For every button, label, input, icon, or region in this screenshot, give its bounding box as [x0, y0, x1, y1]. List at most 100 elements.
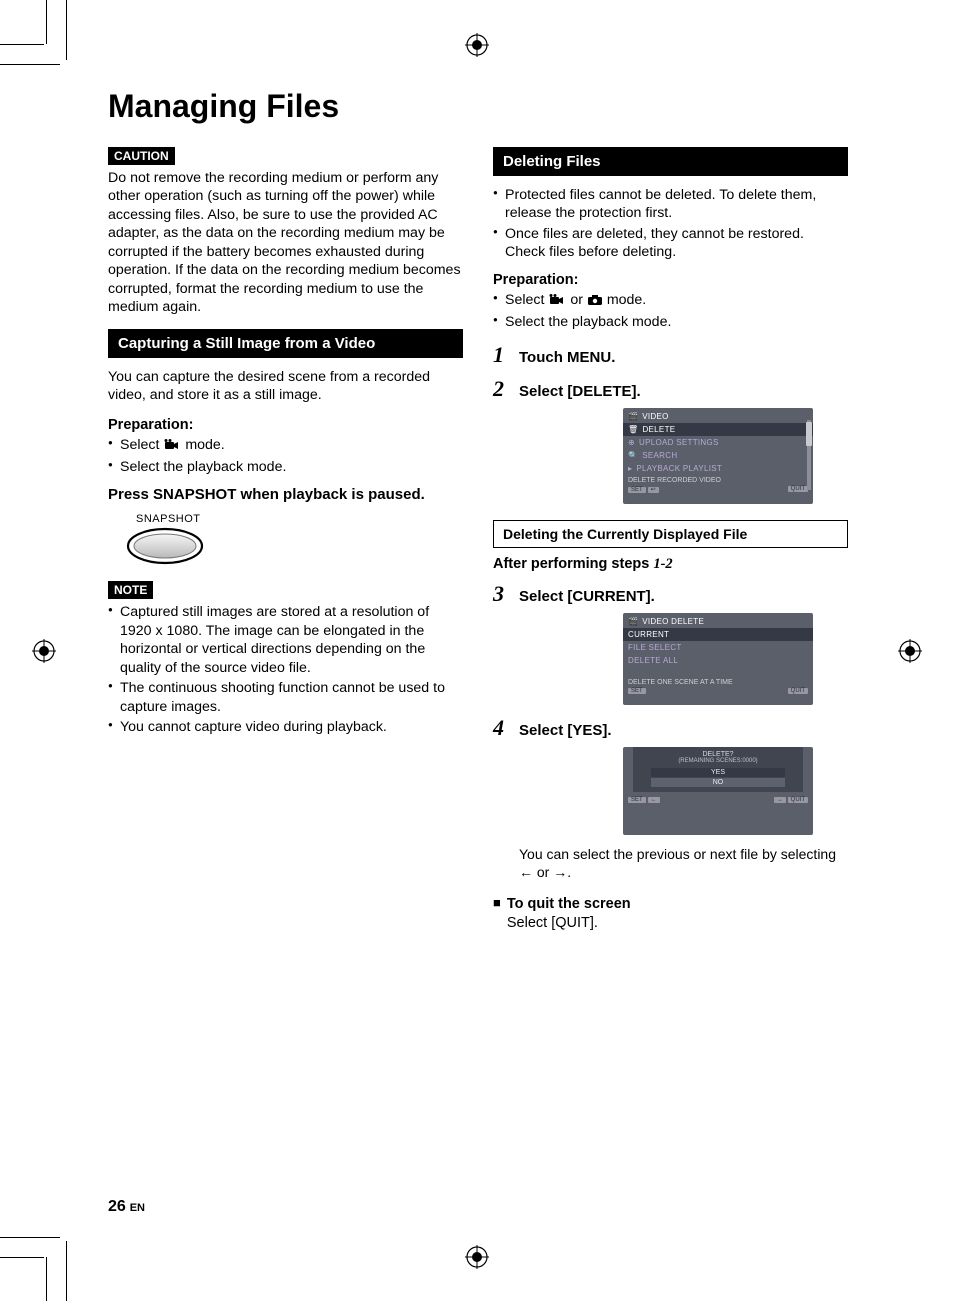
- note-badge: NOTE: [108, 581, 153, 599]
- page-lang: EN: [130, 1202, 145, 1214]
- video-icon: 🎬: [628, 617, 638, 626]
- crop-mark: [0, 44, 44, 45]
- crop-mark: [66, 1241, 67, 1301]
- step-number: 1: [493, 342, 509, 368]
- menu-label: PLAYBACK PLAYLIST: [636, 464, 722, 473]
- page-number: 26 EN: [108, 1198, 145, 1216]
- right-arrow-icon: →: [553, 864, 567, 880]
- square-bullet-icon: ■: [493, 895, 501, 933]
- registration-mark-icon: [32, 639, 56, 663]
- menu-row: ▸PLAYBACK PLAYLIST: [623, 462, 813, 475]
- note-item: The continuous shooting function cannot …: [108, 679, 463, 716]
- section-intro: You can capture the desired scene from a…: [108, 368, 463, 405]
- snapshot-diagram: SNAPSHOT: [126, 513, 463, 565]
- content: To quit the screen Select [QUIT].: [507, 895, 631, 933]
- dialog-title: DELETE?: [633, 751, 803, 758]
- step-number: 4: [493, 715, 509, 741]
- helper-text: DELETE ONE SCENE AT A TIME: [628, 679, 733, 686]
- menu-row-selected: 🗑 DELETE: [623, 423, 813, 436]
- menu-label: DELETE: [642, 425, 675, 434]
- menu-row: FILE SELECT: [623, 641, 813, 654]
- menu-label: VIDEO: [642, 412, 668, 421]
- prep-bullets: Select mode. Select the playback mode.: [108, 436, 463, 477]
- text: mode.: [603, 292, 646, 308]
- note-item: Captured still images are stored at a re…: [108, 603, 463, 677]
- prep-bullets: Select or mode. Select the playback mode…: [493, 291, 848, 332]
- video-mode-icon: [163, 438, 181, 456]
- quit-instruction: ■ To quit the screen Select [QUIT].: [493, 895, 848, 933]
- menu-label: UPLOAD SETTINGS: [639, 438, 719, 447]
- text: Select: [120, 437, 163, 453]
- section-capturing-title: Capturing a Still Image from a Video: [108, 329, 463, 358]
- menu-row: DELETE ALL: [623, 654, 813, 667]
- note-item: You cannot capture video during playback…: [108, 718, 463, 736]
- page-title: Managing Files: [108, 88, 848, 125]
- menu-row: ⊕UPLOAD SETTINGS: [623, 436, 813, 449]
- snapshot-label: SNAPSHOT: [126, 513, 463, 525]
- yes-option: YES: [651, 768, 785, 777]
- step-text: Select [DELETE].: [519, 383, 641, 400]
- trash-icon: 🗑: [628, 425, 638, 434]
- menu-label: FILE SELECT: [628, 643, 682, 652]
- text: After performing steps: [493, 556, 653, 572]
- step-text: Select [CURRENT].: [519, 588, 655, 605]
- menu-row: 🎬VIDEO DELETE: [623, 615, 813, 628]
- prep-item: Select the playback mode.: [108, 458, 463, 476]
- caution-badge: CAUTION: [108, 147, 175, 165]
- back-pill: ↩: [648, 487, 659, 493]
- step-number: 2: [493, 376, 509, 402]
- step-1: 1 Touch MENU.: [493, 342, 848, 368]
- menu-row: 🔍SEARCH: [623, 449, 813, 462]
- helper-text: DELETE RECORDED VIDEO: [628, 477, 721, 484]
- no-option: NO: [651, 778, 785, 787]
- menu-label: CURRENT: [628, 630, 669, 639]
- page-content: Managing Files CAUTION Do not remove the…: [108, 88, 848, 933]
- quit-pill: QUIT: [788, 486, 808, 492]
- registration-mark-icon: [465, 33, 489, 57]
- left-arrow-pill: ←: [648, 797, 660, 803]
- quit-pill: QUIT: [788, 797, 808, 803]
- step-3: 3 Select [CURRENT].: [493, 581, 848, 607]
- columns: CAUTION Do not remove the recording medi…: [108, 147, 848, 933]
- bullet-item: Once files are deleted, they cannot be r…: [493, 225, 848, 262]
- text: Select: [505, 292, 548, 308]
- prep-item: Select mode.: [108, 436, 463, 456]
- dialog-box: DELETE? (REMAINING SCENES:0000) YES NO: [633, 747, 803, 792]
- step4-subtext: You can select the previous or next file…: [493, 845, 848, 881]
- right-column: Deleting Files Protected files cannot be…: [493, 147, 848, 933]
- crop-mark: [46, 1257, 47, 1301]
- menu-row-selected: CURRENT: [623, 628, 813, 641]
- after-steps-text: After performing steps 1-2: [493, 556, 848, 573]
- left-arrow-icon: ←: [519, 864, 533, 880]
- caution-text: Do not remove the recording medium or pe…: [108, 169, 463, 317]
- text: You can select the previous or next file…: [519, 846, 836, 862]
- menu-footer: SET ← → QUIT: [623, 796, 813, 805]
- menu-row: 🎬 VIDEO: [623, 410, 813, 423]
- menu-footer: SET QUIT: [623, 686, 813, 694]
- step-number: 3: [493, 581, 509, 607]
- right-arrow-pill: →: [774, 797, 786, 803]
- set-pill: SET: [628, 688, 646, 694]
- menu-screenshot-2: 🎬VIDEO DELETE CURRENT FILE SELECT DELETE…: [623, 613, 848, 705]
- section-deleting-title: Deleting Files: [493, 147, 848, 176]
- menu-screenshot-1: 🎬VIDEO 🗑DELETE ⊕UPLOAD SETTINGS 🔍SEARCH …: [623, 408, 848, 504]
- text: .: [567, 864, 571, 880]
- menu-helper: DELETE ONE SCENE AT A TIME: [623, 677, 813, 686]
- prep-item: Select the playback mode.: [493, 313, 848, 331]
- sub-section-title: Deleting the Currently Displayed File: [493, 520, 848, 548]
- set-pill: SET: [628, 797, 646, 803]
- video-icon: 🎬: [628, 412, 638, 421]
- menu-label: DELETE ALL: [628, 656, 678, 665]
- crop-mark: [0, 1257, 44, 1258]
- step-text: Touch MENU.: [519, 349, 615, 366]
- dialog-subtitle: (REMAINING SCENES:0000): [633, 758, 803, 764]
- left-column: CAUTION Do not remove the recording medi…: [108, 147, 463, 933]
- menu-footer: SET ↩ QUIT: [623, 484, 813, 493]
- menu-label: SEARCH: [642, 451, 677, 460]
- step-text: Select [YES].: [519, 722, 612, 739]
- bullet-item: Protected files cannot be deleted. To de…: [493, 186, 848, 223]
- crop-mark: [0, 1237, 60, 1238]
- crop-mark: [0, 64, 60, 65]
- registration-mark-icon: [898, 639, 922, 663]
- set-pill: SET: [628, 487, 646, 493]
